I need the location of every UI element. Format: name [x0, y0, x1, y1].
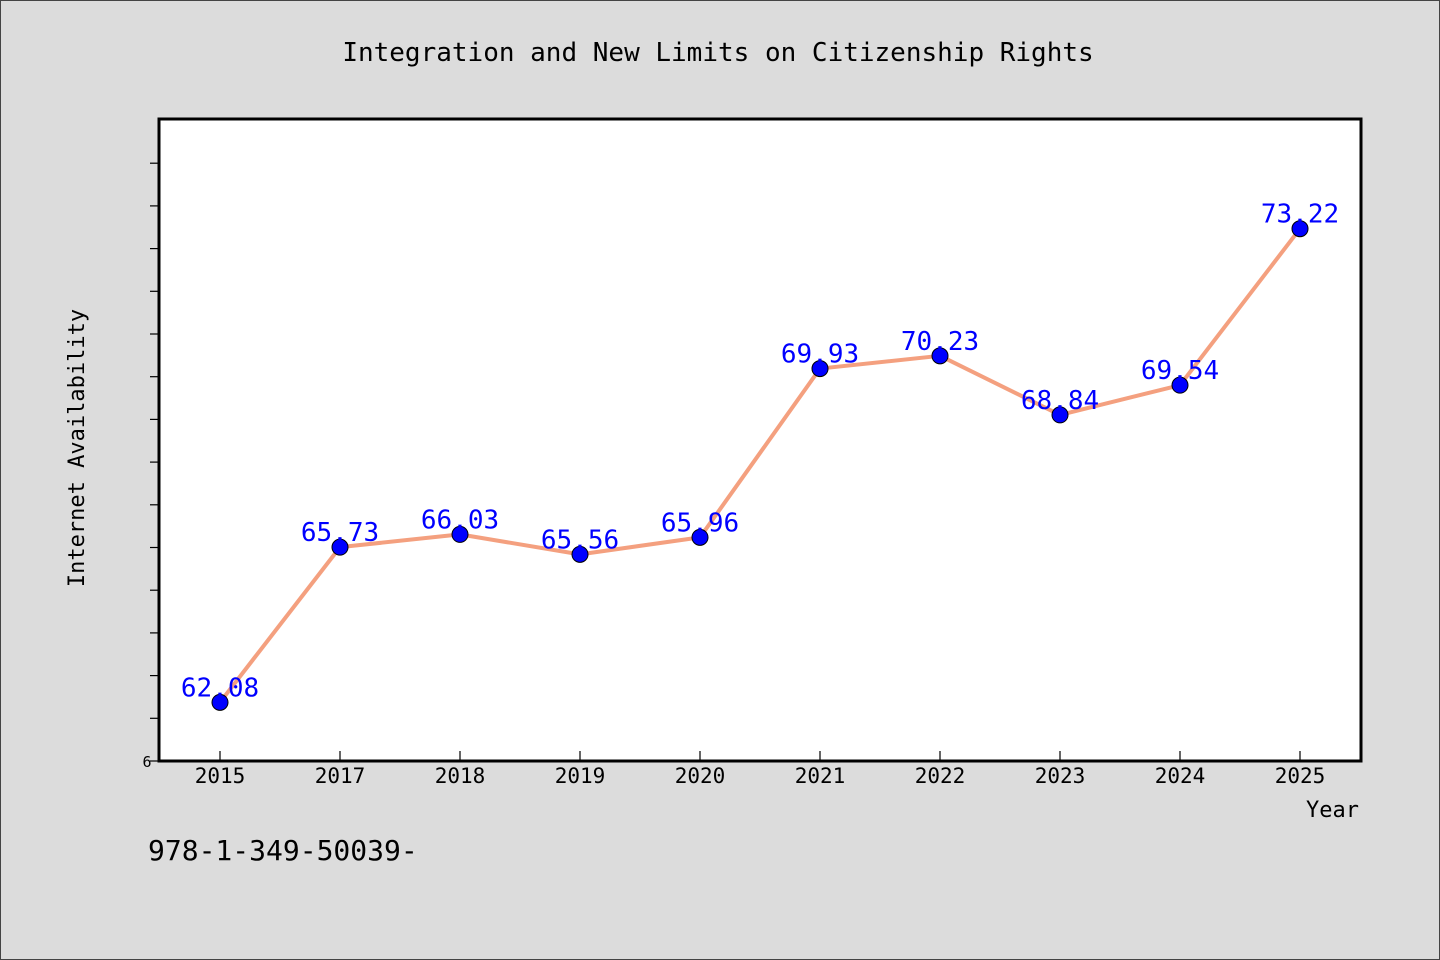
series-line: [218, 227, 1302, 704]
x-tick-label: 2020: [675, 764, 726, 788]
data-label: 69.54: [1141, 356, 1219, 386]
y-axis-ticks: 6: [142, 162, 159, 771]
data-label: 69.93: [781, 340, 859, 370]
data-point: [811, 360, 829, 378]
series-layer: 62.08 65.73 66.03 65.56 65.96 69.93 70.23 68.84…: [181, 200, 1339, 711]
plot-area: [157, 117, 1363, 763]
x-tick-label: 2022: [915, 764, 966, 788]
data-label: 66.03: [421, 505, 499, 535]
data-label: 62.08: [181, 673, 259, 703]
x-tick-label: 2024: [1155, 764, 1206, 788]
y-tick-label: 6: [142, 753, 151, 771]
x-tick-label: 2018: [435, 764, 486, 788]
data-point: [571, 545, 589, 563]
data-label: 65.73: [301, 518, 379, 548]
x-axis-label: Year: [1306, 798, 1359, 823]
data-point: [1171, 376, 1189, 394]
y-axis-label: Internet Availability: [65, 309, 90, 587]
data-point: [1291, 220, 1309, 238]
chart-title: Integration and New Limits on Citizenshi…: [342, 38, 1093, 68]
data-point: [931, 347, 949, 365]
data-point: [691, 528, 709, 546]
data-point: [1051, 406, 1069, 424]
data-label: 73.22: [1261, 200, 1339, 230]
data-label: 65.56: [541, 525, 619, 555]
x-axis-ticks: 2015 2017 2018 2019 2020 2021 2022 2023 2024 2025: [195, 751, 1326, 788]
x-tick-label: 2019: [555, 764, 606, 788]
x-tick-label: 2021: [795, 764, 846, 788]
data-point: [211, 693, 229, 711]
footnote-text: 978-1-349-50039-: [148, 834, 418, 867]
data-label: 65.96: [661, 508, 739, 538]
data-label: 68.84: [1021, 386, 1099, 416]
data-point: [451, 525, 469, 543]
x-tick-label: 2017: [315, 764, 366, 788]
x-tick-label: 2025: [1275, 764, 1326, 788]
data-point: [331, 538, 349, 556]
x-tick-label: 2015: [195, 764, 246, 788]
data-label: 70.23: [901, 327, 979, 357]
x-tick-label: 2023: [1035, 764, 1086, 788]
